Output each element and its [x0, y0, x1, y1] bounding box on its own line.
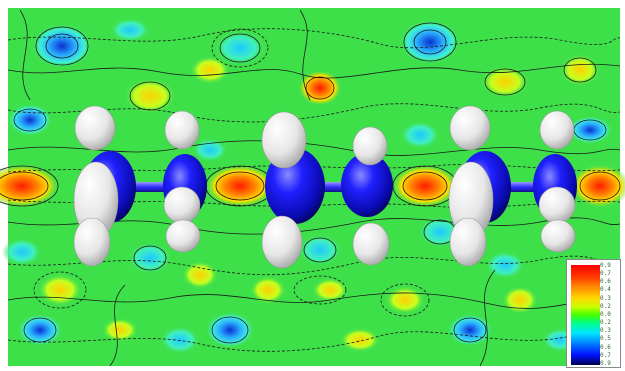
hydrogen-atom — [352, 222, 390, 266]
color-scale-ticks: 0.9 0.7 0.6 0.4 0.3 0.2 0.0 0.2 0.3 0.5 … — [600, 263, 620, 367]
hydrogen-atom — [163, 186, 201, 224]
color-scale-bar — [571, 265, 600, 365]
scale-tick-label: 0.5 — [600, 335, 611, 343]
molecule-1 — [73, 105, 207, 267]
scale-tick-label: 0.0 — [600, 310, 611, 318]
scale-tick-label: 0.3 — [600, 294, 611, 302]
scale-tick-label: 0.9 — [600, 262, 611, 269]
scale-tick-label: 0.9 — [600, 359, 611, 367]
scale-tick-label: 0.3 — [600, 327, 611, 335]
hydrogen-atom — [74, 105, 116, 151]
hydrogen-atom — [449, 217, 487, 267]
scale-tick-label: 0.6 — [600, 343, 611, 351]
hydrogen-atom — [539, 110, 575, 150]
hydrogen-atom — [540, 219, 576, 253]
hydrogen-atom — [164, 110, 200, 150]
hydrogen-atom — [165, 219, 201, 253]
molecule-3 — [448, 105, 577, 267]
hydrogen-atom — [352, 126, 388, 166]
hydrogen-atom — [261, 215, 303, 269]
hydrogen-atom — [538, 186, 576, 224]
color-scale-legend: 0.9 0.7 0.6 0.4 0.3 0.2 0.0 0.2 0.3 0.5 … — [566, 259, 621, 368]
scale-tick-label: 0.7 — [600, 270, 611, 278]
nitrogen-atom — [341, 153, 393, 217]
scale-tick-label: 0.7 — [600, 351, 611, 359]
hydrogen-atom — [73, 217, 111, 267]
scale-tick-label: 0.2 — [600, 302, 611, 310]
hydrogen-atom — [449, 105, 491, 151]
molecule-2 — [261, 111, 393, 269]
scale-tick-label: 0.4 — [600, 286, 611, 294]
scale-tick-label: 0.2 — [600, 319, 611, 327]
scale-tick-label: 0.6 — [600, 278, 611, 286]
hydrogen-atom — [261, 111, 307, 169]
